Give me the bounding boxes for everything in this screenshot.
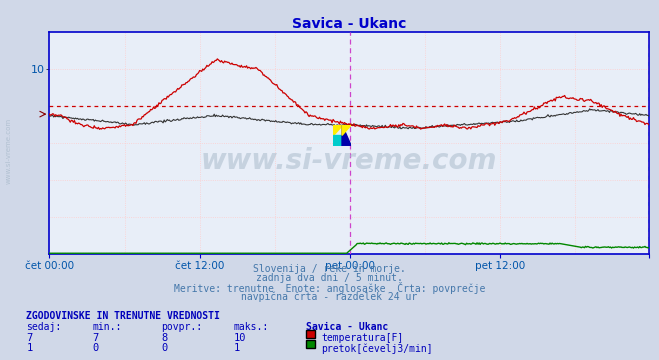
Text: 10: 10	[234, 333, 246, 343]
Text: www.si-vreme.com: www.si-vreme.com	[201, 147, 498, 175]
Title: Savica - Ukanc: Savica - Ukanc	[292, 17, 407, 31]
Text: ZGODOVINSKE IN TRENUTNE VREDNOSTI: ZGODOVINSKE IN TRENUTNE VREDNOSTI	[26, 311, 220, 321]
Text: 0: 0	[92, 343, 98, 353]
Text: maks.:: maks.:	[234, 322, 269, 332]
Text: zadnja dva dni / 5 minut.: zadnja dva dni / 5 minut.	[256, 273, 403, 283]
Text: Slovenija / reke in morje.: Slovenija / reke in morje.	[253, 264, 406, 274]
Text: 1: 1	[234, 343, 240, 353]
Text: Savica - Ukanc: Savica - Ukanc	[306, 322, 389, 332]
Text: povpr.:: povpr.:	[161, 322, 202, 332]
Text: 1: 1	[26, 343, 32, 353]
Polygon shape	[342, 125, 351, 135]
Text: 0: 0	[161, 343, 167, 353]
Polygon shape	[342, 125, 351, 146]
Text: sedaj:: sedaj:	[26, 322, 61, 332]
Text: temperatura[F]: temperatura[F]	[321, 333, 403, 343]
Text: www.si-vreme.com: www.si-vreme.com	[5, 118, 11, 184]
Text: Meritve: trenutne  Enote: anglosaške  Črta: povprečje: Meritve: trenutne Enote: anglosaške Črta…	[174, 282, 485, 294]
Polygon shape	[333, 135, 342, 146]
Text: min.:: min.:	[92, 322, 122, 332]
Text: 7: 7	[92, 333, 98, 343]
Text: 7: 7	[26, 333, 32, 343]
Text: 8: 8	[161, 333, 167, 343]
Text: navpična črta - razdelek 24 ur: navpična črta - razdelek 24 ur	[241, 292, 418, 302]
Polygon shape	[333, 125, 342, 135]
Text: pretok[čevelj3/min]: pretok[čevelj3/min]	[321, 343, 432, 354]
